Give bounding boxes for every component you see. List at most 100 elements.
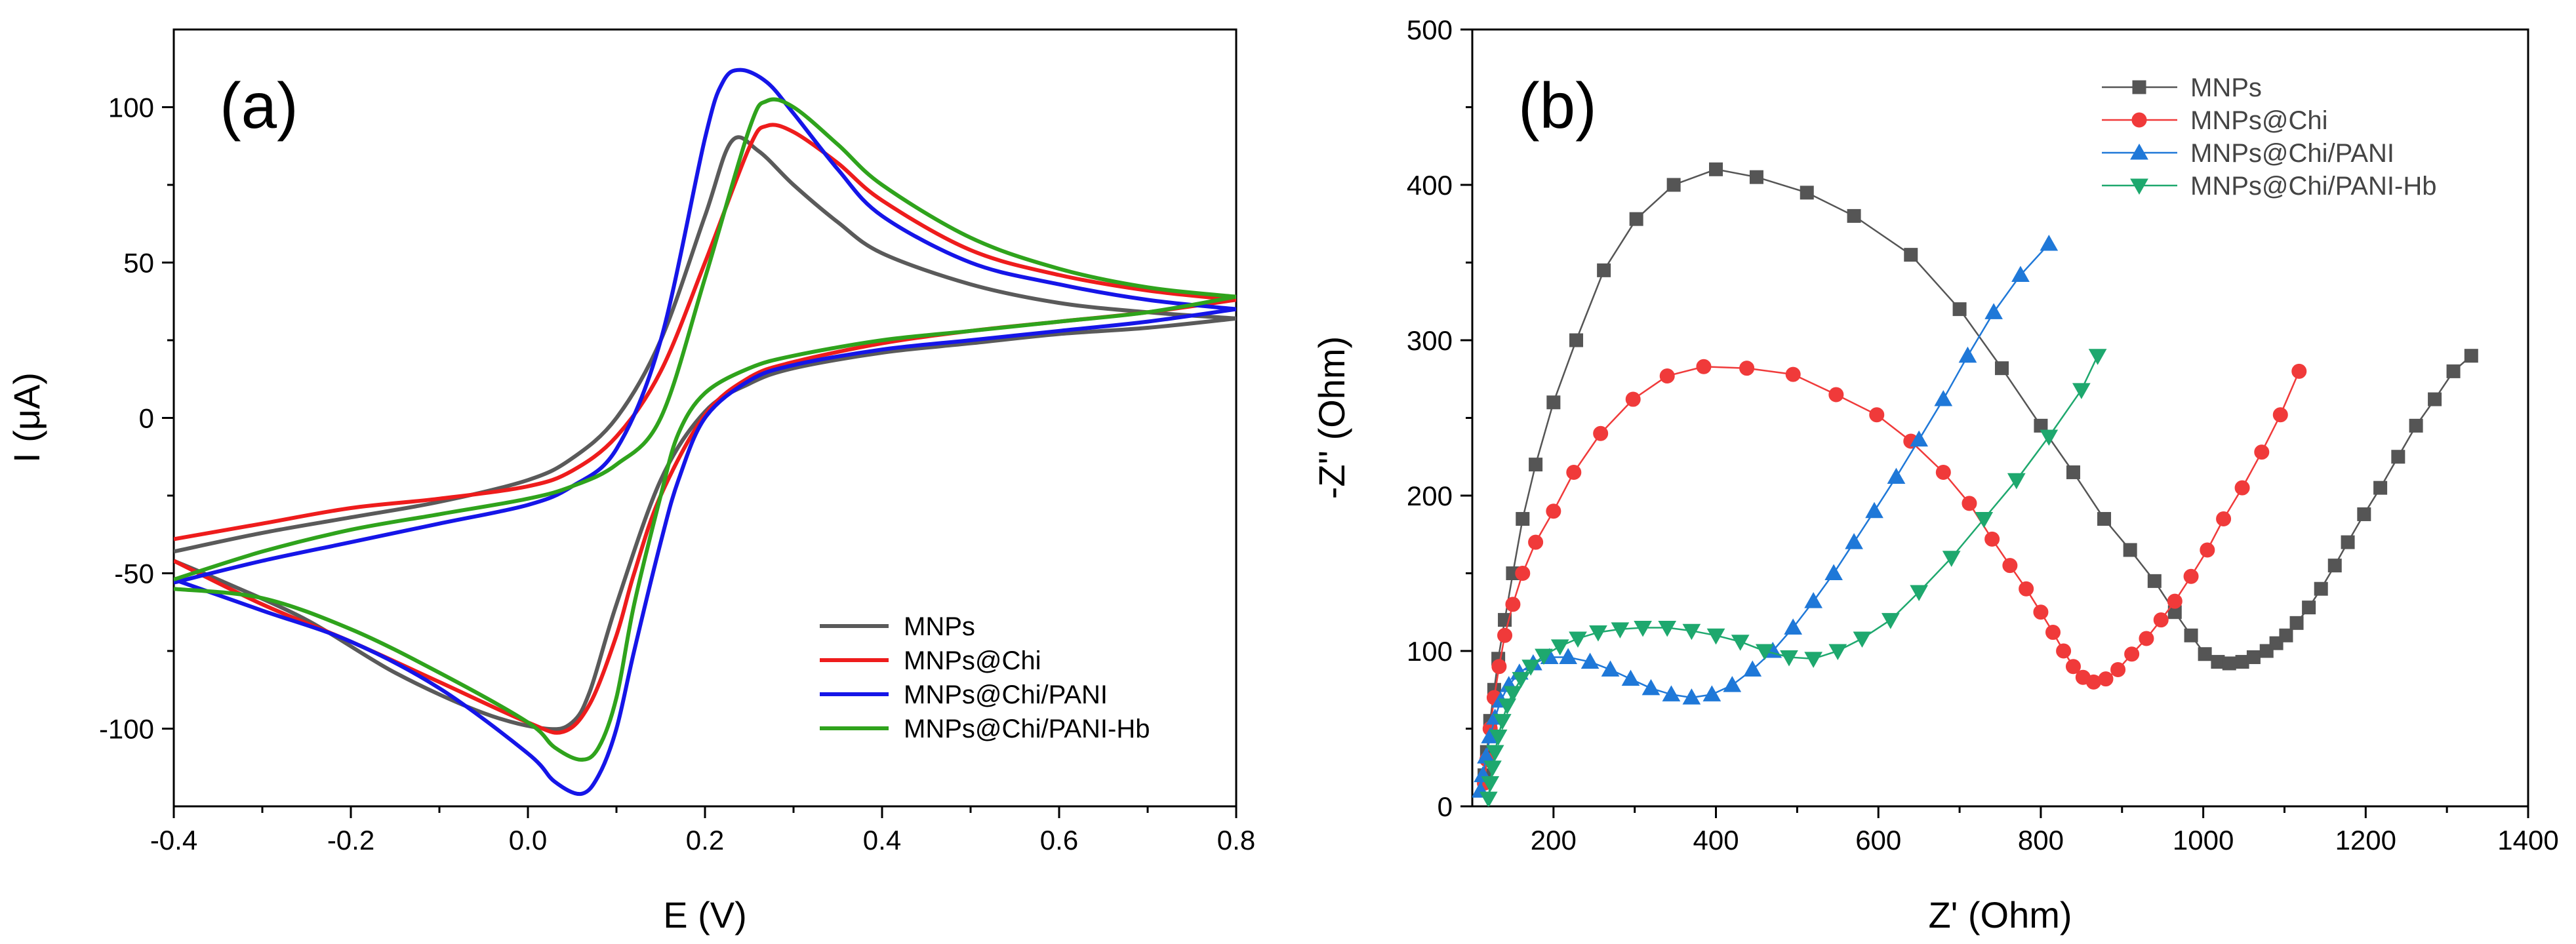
eis-point-mnps-chi-pani-hb xyxy=(1493,714,1512,730)
chart-b-ylabel: -Z'' (Ohm) xyxy=(1311,336,1352,499)
eis-point-mnps xyxy=(2373,481,2388,495)
eis-point-mnps-chi-pani xyxy=(1804,592,1823,608)
eis-point-mnps-chi-pani xyxy=(1784,618,1803,635)
eis-point-mnps xyxy=(1597,263,1611,277)
eis-point-mnps xyxy=(1666,178,1681,192)
eis-point-mnps-chi-pani-hb xyxy=(1975,512,1994,528)
eis-point-mnps-chi-pani-hb xyxy=(2040,429,2059,446)
eis-point-mnps-chi-pani-hb xyxy=(1489,729,1508,746)
chart-a-y-tick-label: 0 xyxy=(139,403,154,434)
chart-a-y-tick-label: -50 xyxy=(114,559,154,589)
chart-a-x-tick-label: 0.2 xyxy=(686,825,724,856)
chart-b-panel-label: (b) xyxy=(1518,69,1597,142)
legend-label-mnps-chi-pani: MNPs@Chi/PANI xyxy=(2190,139,2394,168)
eis-point-mnps-chi-pani-hb xyxy=(1498,698,1517,715)
eis-point-mnps-chi xyxy=(1984,531,2000,547)
legend-label-mnps-chi-pani-hb: MNPs@Chi/PANI-Hb xyxy=(2190,172,2436,201)
eis-point-mnps-chi-pani-hb xyxy=(1731,635,1750,651)
eis-point-mnps-chi-pani xyxy=(1702,685,1721,701)
eis-point-mnps-chi xyxy=(1491,659,1507,675)
eis-point-mnps xyxy=(2198,647,2212,661)
cv-forward-mnps-chi-pani xyxy=(174,68,1236,585)
eis-point-mnps xyxy=(2097,512,2112,526)
eis-point-mnps xyxy=(1952,302,1967,317)
eis-point-mnps xyxy=(2327,559,2342,573)
eis-point-mnps-chi-pani-hb xyxy=(1481,776,1500,793)
cv-forward-mnps xyxy=(174,135,1236,554)
eis-point-mnps xyxy=(2446,364,2461,378)
chart-b-y-tick-label: 100 xyxy=(1407,636,1453,667)
chart-b-x-tick-label: 400 xyxy=(1693,825,1739,856)
eis-point-mnps-chi xyxy=(2254,444,2270,460)
eis-point-mnps-chi xyxy=(2200,542,2215,558)
chart-a-panel-label: (a) xyxy=(220,69,298,142)
chart-a-legend: MNPs MNPs@Chi MNPs@Chi/PANI MNPs@Chi/PANI-H… xyxy=(820,612,1150,743)
eis-point-mnps-chi-pani xyxy=(1559,648,1577,664)
eis-point-mnps xyxy=(2428,392,2442,406)
eis-point-mnps xyxy=(2314,581,2328,596)
eis-point-mnps-chi xyxy=(2019,581,2034,597)
chart-b-y-tick-label: 0 xyxy=(1438,791,1453,822)
eis-point-mnps-chi-pani-hb xyxy=(1535,648,1553,665)
eis-point-mnps-chi-pani-hb xyxy=(1485,745,1504,762)
legend-label-mnps-chi: MNPs@Chi xyxy=(904,646,1041,675)
eis-point-mnps-chi-pani-hb xyxy=(1479,791,1498,806)
eis-point-mnps-chi xyxy=(2153,612,2169,628)
legend-marker-mnps-chi-pani xyxy=(2130,143,2148,160)
chart-a-x-tick-label: 0.6 xyxy=(1040,825,1078,856)
eis-point-mnps-chi-pani-hb xyxy=(1881,613,1900,629)
eis-point-mnps-chi-pani xyxy=(1984,303,2003,319)
eis-point-mnps-chi-pani xyxy=(1601,660,1620,677)
chart-a-x-tick-label: -0.4 xyxy=(150,825,197,856)
eis-point-mnps-chi-pani xyxy=(2011,266,2030,282)
cv-reverse-mnps xyxy=(174,316,1236,732)
eis-point-mnps-chi-pani xyxy=(1934,390,1953,406)
chart-b-x-tick-label: 800 xyxy=(2018,825,2064,856)
eis-point-mnps xyxy=(2246,650,2261,664)
eis-point-mnps-chi-pani xyxy=(1580,652,1600,669)
eis-line-mnps-chi-pani-hb xyxy=(1487,355,2099,799)
eis-point-mnps-chi-pani xyxy=(1824,564,1843,580)
chart-a-x-tick-label: -0.2 xyxy=(327,825,374,856)
eis-point-mnps-chi xyxy=(2124,646,2140,662)
chart-a-y-tick-label: 50 xyxy=(123,248,154,279)
eis-point-mnps-chi xyxy=(1962,496,1977,511)
chart-a: -0.4 -0.2 0.0 0.2 0.4 0.6 0.8 -100 -50 0 50 100 (a)… xyxy=(6,28,1255,935)
eis-point-mnps-chi-pani-hb xyxy=(1780,650,1798,667)
eis-point-mnps xyxy=(1709,162,1723,176)
eis-point-mnps-chi xyxy=(1659,368,1675,384)
eis-point-mnps-chi xyxy=(2139,631,2154,646)
chart-b-y-tick-label: 300 xyxy=(1407,325,1453,356)
chart-b-y-tick-label: 500 xyxy=(1407,14,1453,45)
chart-a-x-tick-label: 0.4 xyxy=(863,825,901,856)
eis-point-mnps-chi xyxy=(1625,391,1641,407)
chart-b-x-tick-label: 200 xyxy=(1531,825,1577,856)
eis-point-mnps xyxy=(1569,333,1584,347)
eis-point-mnps-chi xyxy=(1785,366,1801,382)
eis-point-mnps xyxy=(2302,600,2316,615)
chart-b-legend: MNPs MNPs@Chi MNPs@Chi/PANI MNPs@Chi/PANI-H… xyxy=(2102,73,2436,201)
eis-point-mnps-chi xyxy=(1515,566,1531,581)
chart-b-y-tick-label: 200 xyxy=(1407,481,1453,511)
eis-point-mnps-chi xyxy=(2272,407,2288,423)
eis-point-mnps-chi-pani xyxy=(1887,467,1906,484)
eis-point-mnps-chi-pani-hb xyxy=(1504,686,1522,703)
eis-point-mnps-chi xyxy=(1593,425,1609,441)
chart-a-x-tick-label: 0.0 xyxy=(509,825,547,856)
chart-a-y-tick-label: 100 xyxy=(108,92,154,123)
eis-point-mnps xyxy=(2391,450,2405,464)
eis-point-mnps-chi xyxy=(2110,661,2126,677)
eis-point-mnps-chi-pani-hb xyxy=(1512,672,1531,688)
eis-point-mnps xyxy=(1629,212,1643,226)
eis-point-mnps-chi xyxy=(1546,503,1561,519)
eis-point-mnps xyxy=(2066,465,2080,479)
chart-a-x-tick-label: 0.8 xyxy=(1217,825,1255,856)
chart-b-x-tick-label: 1200 xyxy=(2335,825,2396,856)
eis-point-mnps-chi xyxy=(2045,625,2061,640)
eis-point-mnps-chi-pani-hb xyxy=(1853,631,1872,648)
eis-point-mnps-chi-pani xyxy=(2040,235,2059,251)
eis-point-mnps-chi xyxy=(2183,568,2199,584)
chart-b-x-tick-label: 1000 xyxy=(2173,825,2234,856)
eis-point-mnps-chi-pani xyxy=(1958,346,1977,363)
eis-point-mnps-chi-pani-hb xyxy=(2007,473,2026,490)
